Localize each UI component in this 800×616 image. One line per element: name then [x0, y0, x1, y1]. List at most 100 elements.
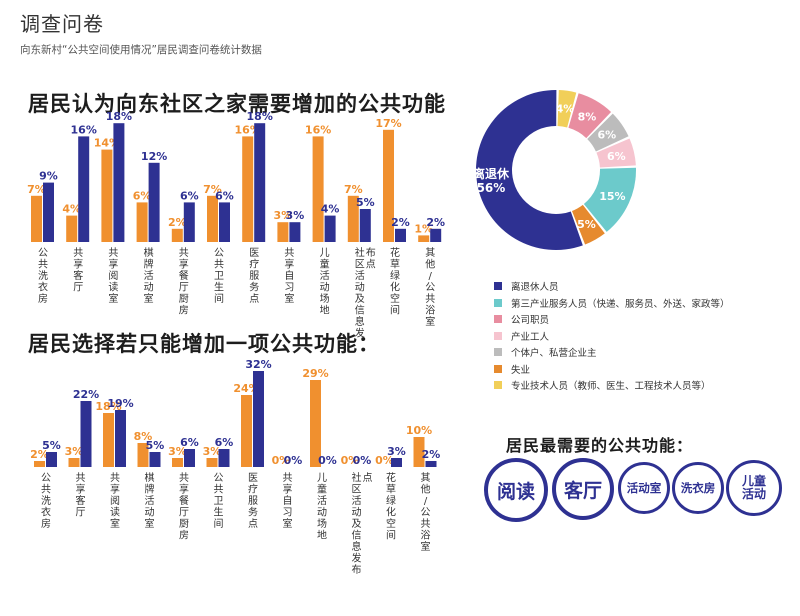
- category-label: 厅: [179, 283, 189, 294]
- bar-navy: [395, 228, 406, 242]
- bar-navy: [219, 202, 230, 242]
- category-label: /: [424, 496, 428, 507]
- category-label: 衣: [38, 281, 48, 294]
- legend-label: 个体户、私营企业主: [511, 348, 597, 360]
- category-label: 间: [390, 304, 400, 317]
- data-label: 9%: [39, 170, 58, 183]
- category-label: 洗: [38, 270, 48, 282]
- legend-swatch: [494, 381, 502, 390]
- category-label: 社: [352, 471, 362, 484]
- category-label: 读: [108, 281, 118, 294]
- data-label: 18%: [95, 400, 121, 413]
- slice-label: 56%: [477, 181, 506, 195]
- category-label: 享: [179, 258, 189, 271]
- needs-title: 居民最需要的公共功能：: [506, 436, 694, 455]
- category-label: 习: [284, 283, 294, 294]
- data-label: 19%: [107, 397, 133, 410]
- slice-label: 15%: [599, 190, 625, 203]
- category-label: 息: [352, 540, 362, 553]
- bar-navy: [183, 202, 195, 242]
- category-label: 室: [110, 517, 120, 530]
- chart2-bars: 2%5%公共洗衣房3%22%共享客厅18%19%共享阅读室8%5%棋牌活动室3%…: [30, 358, 441, 576]
- need-label: 活动室: [626, 481, 662, 495]
- category-label: 场: [320, 292, 330, 305]
- category-label: 间: [386, 529, 396, 542]
- category-label: 息: [355, 315, 365, 328]
- category-label: 他: [421, 483, 431, 496]
- data-label: 16%: [305, 123, 331, 136]
- category-label: 公: [214, 248, 224, 259]
- category-label: 共: [283, 472, 293, 484]
- category-label: 公: [425, 283, 435, 294]
- category-label: 活: [352, 495, 362, 507]
- category-label: 医: [249, 247, 259, 259]
- category-label: 医: [248, 472, 258, 484]
- category-label: 衣: [41, 506, 51, 519]
- category-label: 点: [366, 259, 376, 271]
- category-label: 享: [73, 258, 83, 271]
- category-label: 共: [41, 484, 51, 496]
- data-label: 0%: [353, 454, 372, 467]
- data-label: 18%: [106, 110, 132, 123]
- legend-swatch: [494, 364, 502, 373]
- data-label: 7%: [27, 183, 46, 196]
- category-label: 厅: [179, 508, 189, 519]
- legend-item: 失业: [494, 361, 730, 378]
- category-label: 及: [355, 293, 365, 305]
- category-label: 发: [352, 552, 362, 565]
- category-label: /: [429, 271, 433, 282]
- legend-item: 公司职员: [494, 311, 730, 328]
- legend-label: 公司职员: [511, 315, 550, 327]
- category-label: 童: [317, 483, 327, 496]
- bar-navy: [115, 410, 126, 467]
- bar-orange: [137, 443, 149, 467]
- category-label: 动: [145, 507, 155, 519]
- data-label: 12%: [141, 150, 167, 163]
- category-label: 动: [144, 282, 154, 294]
- data-label: 3%: [286, 209, 305, 222]
- category-label: 花: [390, 246, 400, 259]
- slice-label: 5%: [577, 218, 596, 231]
- category-label: 厨: [179, 293, 189, 305]
- need-circle-activity-room: 活动室: [618, 462, 670, 514]
- category-label: 草: [390, 259, 400, 271]
- data-label: 4%: [62, 203, 81, 216]
- category-label: 牌: [145, 483, 155, 496]
- bar-orange: [68, 458, 80, 467]
- category-label: 享: [283, 483, 293, 496]
- category-label: 厅: [73, 283, 83, 294]
- category-label: 花: [386, 471, 396, 484]
- category-label: 共: [76, 472, 86, 484]
- legend-swatch: [494, 282, 502, 291]
- bar-orange: [171, 228, 183, 242]
- category-label: 活: [320, 270, 330, 282]
- category-label: 公: [41, 473, 51, 484]
- legend-swatch: [494, 315, 502, 324]
- category-label: 享: [76, 483, 86, 496]
- bar-orange: [312, 136, 324, 242]
- category-label: 务: [248, 506, 258, 519]
- category-label: 室: [144, 292, 154, 305]
- category-label: 公: [38, 248, 48, 259]
- category-label: 读: [110, 506, 120, 519]
- category-label: 他: [425, 258, 435, 271]
- need-circle-reading: 阅读: [484, 458, 548, 522]
- legend-label: 第三产业服务人员（快递、服务员、外送、家政等）: [511, 298, 730, 310]
- bar-navy: [254, 123, 266, 242]
- bar-orange: [418, 235, 430, 242]
- category-label: 餐: [179, 494, 189, 507]
- data-label: 2%: [422, 448, 441, 461]
- bar-orange: [66, 215, 78, 242]
- data-label: 7%: [344, 183, 363, 196]
- category-label: 洗: [41, 495, 51, 507]
- slice-label: 离退休: [473, 166, 510, 181]
- category-label: 共: [425, 293, 435, 305]
- bar-orange: [103, 413, 114, 467]
- category-label: 室: [283, 517, 293, 530]
- category-label: 卫: [214, 496, 224, 507]
- category-label: 享: [110, 483, 120, 496]
- category-label: 浴: [425, 305, 435, 317]
- category-label: 棋: [145, 471, 155, 484]
- data-label: 1%: [414, 222, 433, 235]
- category-label: 信: [355, 305, 365, 317]
